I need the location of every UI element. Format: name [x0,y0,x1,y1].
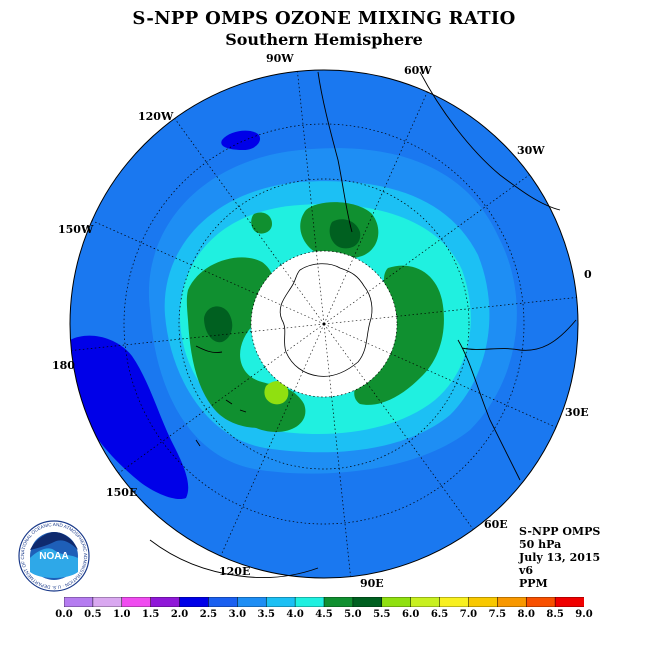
polar-spoke-180 [251,323,325,332]
band-2-0-pacific [70,335,189,499]
band-2-0-spot [221,130,261,150]
colorbar-tick-label: 8.5 [546,609,564,620]
colorbar-tick-label: 6.5 [430,609,449,620]
colorbar-tick-label: 0.0 [55,609,73,620]
info-version: v6 [519,564,534,577]
lon-label-120e: 120E [219,565,251,578]
colorbar-tick-label: 7.5 [488,609,507,620]
coastlines [149,71,577,578]
band-4-5-isle [251,212,272,234]
lon-label-90e: 90E [360,577,384,590]
colorbar-tick-label: 1.0 [113,609,131,620]
colorbar [64,597,584,607]
map-subtitle: Southern Hemisphere [225,30,423,49]
lon-label-30w: 30W [517,144,545,157]
colorbar-tick-label: 4.0 [286,609,304,620]
colorbar-swatch [468,597,499,607]
coast-south-america [317,71,353,233]
antarctica-coastline [279,263,373,377]
lon-label-30e: 30E [565,406,589,419]
lat-circle-2 [123,123,525,525]
colorbar-tick-label: 4.5 [315,609,333,620]
noaa-logo: NOAA NATIONAL OCEANIC AND ATMOSPHERIC AD… [16,516,90,592]
colorbar-swatch [323,597,354,607]
colorbar-tick-label: 5.5 [373,609,391,620]
colorbar-tick-label: 7.0 [459,609,478,620]
colorbar-tick-label: 0.5 [84,609,102,620]
colorbar-swatch [179,597,210,607]
polar-spoke-60e [323,323,368,384]
colorbar-swatch [410,597,441,607]
graticule [123,123,525,525]
colorbar-swatch [121,597,152,607]
colorbar-swatch [237,597,267,607]
info-date: July 13, 2015 [519,551,601,564]
colorbar-tick-label: 3.0 [228,609,247,620]
map-boundary [69,69,579,579]
lon-label-90w: 90W [266,52,294,65]
colorbar-tick-label: 6.0 [401,609,420,620]
polar-spoke-120e [294,323,325,391]
polar-spoke-30w [323,280,384,325]
colorbar-tick-label: 8.0 [517,609,535,620]
lat-circle-inner [250,250,398,398]
colorbar-tick-label: 3.5 [257,609,275,620]
band-5-5-spot [264,381,289,405]
lon-label-60e: 60E [484,518,508,531]
polar-spoke-150w [257,294,325,325]
coast-australia [149,539,319,578]
polar-spoke-150e [264,323,325,368]
coast-africa-south [457,339,521,481]
lon-label-180: 180 [52,359,75,372]
polar-spoke-90e [323,323,332,397]
info-block: S-NPP OMPS 50 hPa July 13, 2015 v6 PPM [519,525,600,590]
lon-label-120w: 120W [138,110,174,123]
polar-spoke-90w [316,251,325,325]
coast-south-america-east [419,71,561,211]
colorbar-swatch [294,597,325,607]
colorbar-swatch [150,597,181,607]
colorbar-swatch [439,597,470,607]
lon-label-60w: 60W [404,64,432,77]
polar-spoke-60w [323,257,354,325]
info-level: 50 hPa [519,538,562,551]
colorbar-swatch [352,597,383,607]
coast-nz [195,345,223,353]
colorbar-swatch [265,597,296,607]
logo-wordmark: NOAA [39,551,68,562]
band-5-0-north [329,219,361,249]
colorbar-tick-label: 1.5 [141,609,160,620]
colorbar-swatch [554,597,584,607]
lon-label-150w: 150W [58,223,94,236]
polar-spoke-120w [280,264,325,325]
info-units: PPM [519,577,548,590]
polar-spoke-30e [323,323,391,354]
colorbar-tick-label: 2.5 [199,609,218,620]
colorbar-swatch [525,597,556,607]
lat-circle-1 [178,178,470,470]
band-5-0-west [204,306,233,343]
south-pole-dot [322,322,326,326]
polar-spoke-0 [323,316,397,325]
colorbar-swatch [92,597,123,607]
colorbar-swatch [497,597,527,607]
colorbar-swatch [64,597,94,607]
meridians [71,71,577,577]
lon-label-0: 0 [584,268,592,281]
lon-label-150e: 150E [106,486,138,499]
map-title: S-NPP OMPS OZONE MIXING RATIO [132,8,516,29]
colorbar-tick-label: 2.0 [170,609,189,620]
coast-islands [195,399,247,447]
coast-africa [461,319,577,351]
colorbar-tick-label: 5.0 [344,609,362,620]
colorbar-tick-label: 9.0 [575,609,593,620]
colorbar-swatch [381,597,412,607]
info-instrument: S-NPP OMPS [519,525,601,538]
colorbar-swatch [208,597,239,607]
